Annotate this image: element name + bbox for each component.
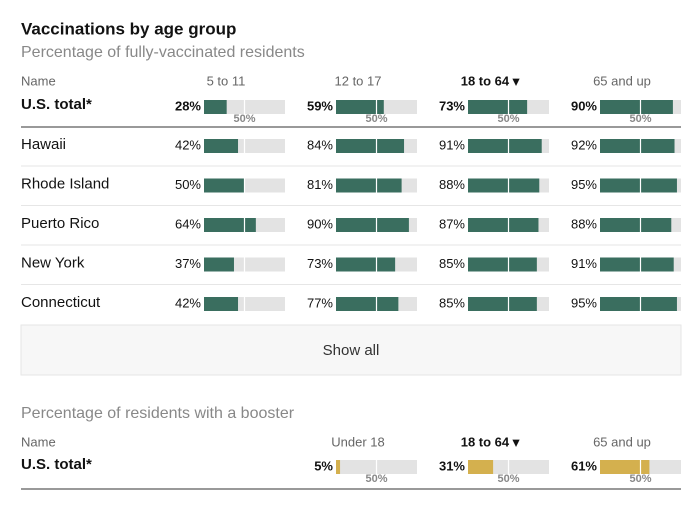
bar xyxy=(204,139,239,153)
value-label: 73% xyxy=(439,98,465,113)
subtitle: Percentage of fully-vaccinated residents xyxy=(21,44,305,61)
value-label: 61% xyxy=(571,458,597,473)
value-label: 90% xyxy=(571,98,597,113)
value-label: 87% xyxy=(439,216,465,231)
bar xyxy=(468,218,539,232)
column-header: 18 to 64 ▾ xyxy=(461,73,520,88)
marker-label: 50% xyxy=(629,113,651,125)
marker-label: 50% xyxy=(629,473,651,485)
bar xyxy=(336,218,409,232)
value-label: 85% xyxy=(439,256,465,271)
row-name: Hawaii xyxy=(21,136,66,153)
bar xyxy=(204,257,234,272)
row-name: Rhode Island xyxy=(21,175,109,192)
bar xyxy=(336,297,399,311)
column-header: 65 and up xyxy=(593,434,651,449)
subtitle: Percentage of residents with a booster xyxy=(21,405,295,422)
show-all-button[interactable] xyxy=(20,324,682,376)
bar xyxy=(468,460,494,474)
marker-label: 50% xyxy=(497,473,519,485)
bar xyxy=(204,218,256,232)
row-name: New York xyxy=(21,254,85,271)
row-name: U.S. total* xyxy=(21,96,92,113)
value-label: 91% xyxy=(439,137,465,152)
bar xyxy=(600,218,672,232)
column-header: Under 18 xyxy=(331,434,384,449)
value-label: 95% xyxy=(571,295,597,310)
value-label: 91% xyxy=(571,256,597,271)
name-header: Name xyxy=(21,73,56,88)
column-header: 5 to 11 xyxy=(207,73,246,88)
bar xyxy=(468,139,542,153)
name-header: Name xyxy=(21,434,56,449)
value-label: 28% xyxy=(175,98,201,113)
bar xyxy=(336,100,384,114)
bar xyxy=(468,297,537,311)
title: Vaccinations by age group xyxy=(21,19,236,38)
value-label: 81% xyxy=(307,177,333,192)
value-label: 88% xyxy=(439,177,465,192)
bar xyxy=(336,460,341,474)
marker-label: 50% xyxy=(365,113,387,125)
value-label: 37% xyxy=(175,256,201,271)
value-label: 92% xyxy=(571,137,597,152)
value-label: 95% xyxy=(571,177,597,192)
value-label: 85% xyxy=(439,295,465,310)
value-label: 84% xyxy=(307,137,333,152)
value-label: 42% xyxy=(175,137,201,152)
bar xyxy=(468,257,537,272)
value-label: 59% xyxy=(307,98,333,113)
bar xyxy=(336,178,402,193)
bar xyxy=(336,139,405,153)
bar xyxy=(204,178,245,193)
bar xyxy=(600,178,677,193)
bar xyxy=(468,178,540,193)
row-name: Connecticut xyxy=(21,294,101,311)
bar xyxy=(600,460,650,474)
bar xyxy=(204,100,227,114)
bar xyxy=(204,297,239,311)
column-header: 18 to 64 ▾ xyxy=(461,434,520,449)
column-header: 65 and up xyxy=(593,73,651,88)
show-all-label[interactable]: Show all xyxy=(323,342,380,359)
row-name: Puerto Rico xyxy=(21,215,99,232)
value-label: 77% xyxy=(307,295,333,310)
bar xyxy=(600,257,674,272)
bar xyxy=(468,100,528,114)
bar xyxy=(600,100,673,114)
value-label: 64% xyxy=(175,216,201,231)
value-label: 88% xyxy=(571,216,597,231)
bar xyxy=(336,257,396,272)
column-header: 12 to 17 xyxy=(335,73,382,88)
bar xyxy=(600,139,675,153)
marker-label: 50% xyxy=(233,113,255,125)
value-label: 5% xyxy=(314,458,333,473)
bar xyxy=(600,297,677,311)
value-label: 50% xyxy=(175,177,201,192)
marker-label: 50% xyxy=(365,473,387,485)
value-label: 90% xyxy=(307,216,333,231)
value-label: 73% xyxy=(307,256,333,271)
value-label: 42% xyxy=(175,295,201,310)
marker-label: 50% xyxy=(497,113,519,125)
value-label: 31% xyxy=(439,458,465,473)
row-name: U.S. total* xyxy=(21,456,92,473)
